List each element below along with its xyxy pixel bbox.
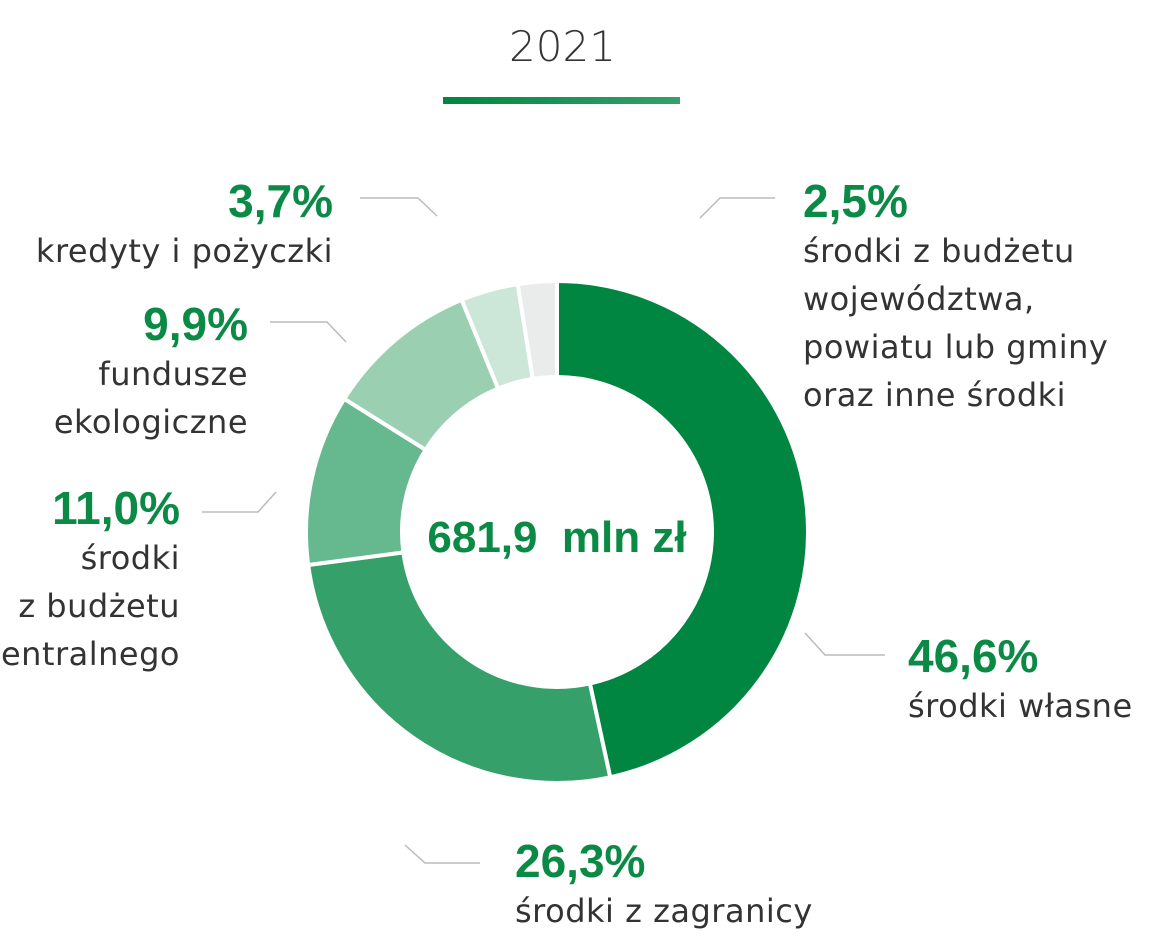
value-label: 2,5% [803,175,908,227]
value-label: 46,6% [908,630,1039,682]
segment-label: 3,7% kredyty i pożyczki [36,175,333,275]
segment [515,278,559,382]
value-label: 11,0% [52,482,180,534]
title-underline [443,97,680,104]
value-label: 9,9% [143,298,248,350]
category-label: środki z zagranicy [515,892,813,930]
chart-title: 2021 [509,22,616,71]
donut [304,278,810,785]
value-label: 3,7% [228,175,333,227]
category-label: kredyty i pożyczki [35,232,333,270]
segment [555,278,810,780]
segment-label: 9,9% fundusze ekologiczne [54,298,248,446]
segment-label: 26,3% środki z zagranicy [515,835,813,935]
value-label: 26,3% [515,835,646,887]
segment [305,550,613,785]
segment-label: 46,6% środki własne [908,630,1133,730]
segment-label: 11,0% środki z budżetu centralnego [0,482,180,678]
segment-label: 2,5% środki z budżetu województwa, powiat… [803,175,1108,419]
category-label: środki z budżetu województwa, powiatu lu… [803,232,1109,414]
category-label: środki własne [908,687,1133,725]
category-label: fundusze ekologiczne [53,355,248,441]
leader-lines [202,197,885,864]
category-label: środki z budżetu centralnego [0,539,180,673]
center-label: 681,9 mln zł [427,513,687,562]
